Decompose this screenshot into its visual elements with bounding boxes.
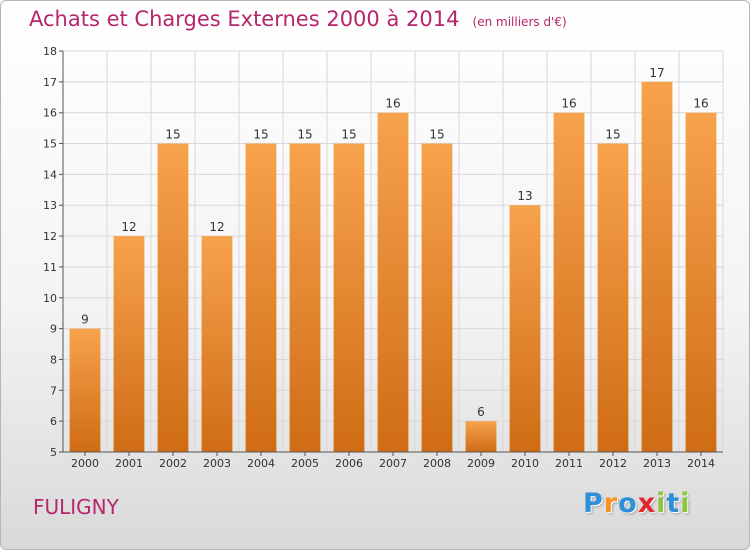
axes: 5 6 7 8 9 10 11 12 13 14 15 16 17 18 2000 2001 2002 2003 2… <box>43 45 723 470</box>
logo-letter: i <box>680 488 691 519</box>
bar-2012 <box>597 143 629 453</box>
value-label-2012: 15 <box>605 128 620 142</box>
y-tick-label: 9 <box>50 323 57 336</box>
x-tick-label-2003: 2003 <box>203 457 231 470</box>
x-tick-label-2009: 2009 <box>467 457 495 470</box>
chart-unit: (en milliers d'€) <box>472 15 567 29</box>
x-tick-label-2013: 2013 <box>643 457 671 470</box>
bar-2008 <box>421 143 453 453</box>
y-tick-label: 5 <box>50 446 57 459</box>
logo-letter: i <box>656 488 667 519</box>
value-label-2006: 15 <box>341 128 356 142</box>
chart-title: Achats et Charges Externes 2000 à 2014 (… <box>29 7 567 31</box>
chart-title-text: Achats et Charges Externes 2000 à 2014 <box>29 7 460 31</box>
logo-letter: o <box>618 488 638 519</box>
y-tick-label: 14 <box>43 168 57 181</box>
x-tick-label-2002: 2002 <box>159 457 187 470</box>
proxiti-logo: Proxiti <box>583 488 691 519</box>
logo-letter: t <box>666 488 681 519</box>
value-label-2008: 15 <box>429 128 444 142</box>
y-tick-label: 6 <box>50 415 57 428</box>
y-tick-label: 17 <box>43 76 57 89</box>
y-tick-label: 10 <box>43 292 57 305</box>
value-label-2002: 15 <box>165 128 180 142</box>
bar-2011 <box>553 112 585 452</box>
x-tick-label-2012: 2012 <box>599 457 627 470</box>
y-tick-label: 13 <box>43 199 57 212</box>
x-tick-label-2011: 2011 <box>555 457 583 470</box>
y-tick-label: 15 <box>43 138 57 151</box>
bar-2013 <box>641 81 673 452</box>
bar-2005 <box>289 143 321 453</box>
x-tick-label-2000: 2000 <box>71 457 99 470</box>
y-tick-label: 11 <box>43 261 57 274</box>
y-tick-label: 18 <box>43 45 57 58</box>
logo-letter: P <box>583 488 604 519</box>
value-label-2001: 12 <box>121 220 136 234</box>
value-label-2013: 17 <box>649 66 664 80</box>
value-label-2010: 13 <box>517 189 532 203</box>
logo-letter: x <box>637 488 657 519</box>
x-tick-label-2014: 2014 <box>687 457 715 470</box>
x-tick-label-2004: 2004 <box>247 457 275 470</box>
bar-2004 <box>245 143 277 453</box>
y-tick-label: 12 <box>43 230 57 243</box>
commune-name: FULIGNY <box>33 495 119 519</box>
value-label-2000: 9 <box>81 313 89 327</box>
y-tick-label: 16 <box>43 107 57 120</box>
bar-2001 <box>113 236 145 452</box>
value-label-2009: 6 <box>477 405 485 419</box>
bar-2007 <box>377 112 409 452</box>
y-tick-label: 8 <box>50 353 57 366</box>
bar-2009 <box>465 421 497 452</box>
x-tick-label-2006: 2006 <box>335 457 363 470</box>
x-tick-label-2008: 2008 <box>423 457 451 470</box>
bars <box>69 81 717 453</box>
bar-2003 <box>201 236 233 452</box>
bar-2014 <box>685 112 717 452</box>
value-label-2014: 16 <box>693 97 708 111</box>
value-label-2007: 16 <box>385 97 400 111</box>
x-tick-label-2007: 2007 <box>379 457 407 470</box>
value-labels: 9 12 15 12 15 15 15 16 15 6 13 16 15 17 16 <box>81 66 708 419</box>
bar-2002 <box>157 143 189 453</box>
x-tick-label-2001: 2001 <box>115 457 143 470</box>
value-label-2005: 15 <box>297 128 312 142</box>
x-tick-label-2010: 2010 <box>511 457 539 470</box>
bar-2010 <box>509 205 541 452</box>
logo-letter: r <box>603 488 619 519</box>
bar-2000 <box>69 328 101 452</box>
value-label-2003: 12 <box>209 220 224 234</box>
bar-2006 <box>333 143 365 453</box>
x-tick-label-2005: 2005 <box>291 457 319 470</box>
value-label-2011: 16 <box>561 97 576 111</box>
value-label-2004: 15 <box>253 128 268 142</box>
y-tick-label: 7 <box>50 384 57 397</box>
